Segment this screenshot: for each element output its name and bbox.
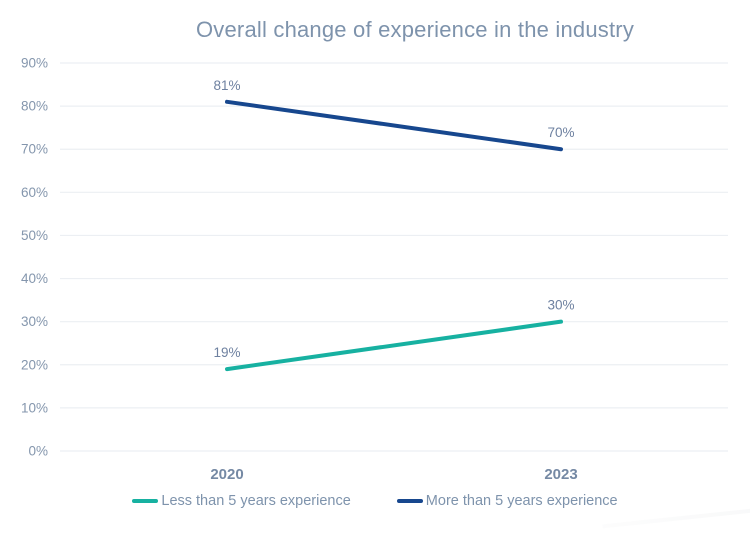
- legend-label-less-than-5-years: Less than 5 years experience: [161, 493, 351, 509]
- chart-title: Overall change of experience in the indu…: [195, 17, 635, 42]
- data-point-label: 19%: [213, 345, 240, 360]
- y-axis-tick-label: 70%: [21, 142, 48, 157]
- y-axis-tick-label: 40%: [21, 271, 48, 286]
- series-line: [225, 99, 563, 152]
- y-axis-tick-label: 20%: [21, 357, 48, 372]
- y-axis-tick-label: 60%: [21, 185, 48, 200]
- y-axis-tick-label: 10%: [21, 400, 48, 415]
- data-point-label: 70%: [547, 125, 574, 140]
- y-axis-tick-label: 30%: [21, 314, 48, 329]
- data-point-label: 81%: [213, 78, 240, 93]
- y-axis-tick-label: 50%: [21, 228, 48, 243]
- y-axis-tick-label: 0%: [28, 444, 48, 459]
- legend-item-more-than-5-years[interactable]: More than 5 years experience: [396, 493, 618, 509]
- legend-label-more-than-5-years: More than 5 years experience: [425, 493, 618, 509]
- data-point-label: 30%: [547, 298, 574, 313]
- chart-legend: Less than 5 years experience More than 5…: [0, 493, 750, 509]
- y-axis-tick-label: 90%: [21, 56, 48, 71]
- series-line: [225, 319, 563, 372]
- y-axis-tick-label: 80%: [21, 99, 48, 114]
- legend-item-less-than-5-years[interactable]: Less than 5 years experience: [132, 493, 351, 509]
- legend-line-marker-teal: [132, 499, 159, 503]
- x-axis-tick-label: 2020: [210, 466, 243, 483]
- legend-line-marker-navy: [396, 499, 423, 503]
- x-axis-tick-label: 2023: [544, 466, 577, 483]
